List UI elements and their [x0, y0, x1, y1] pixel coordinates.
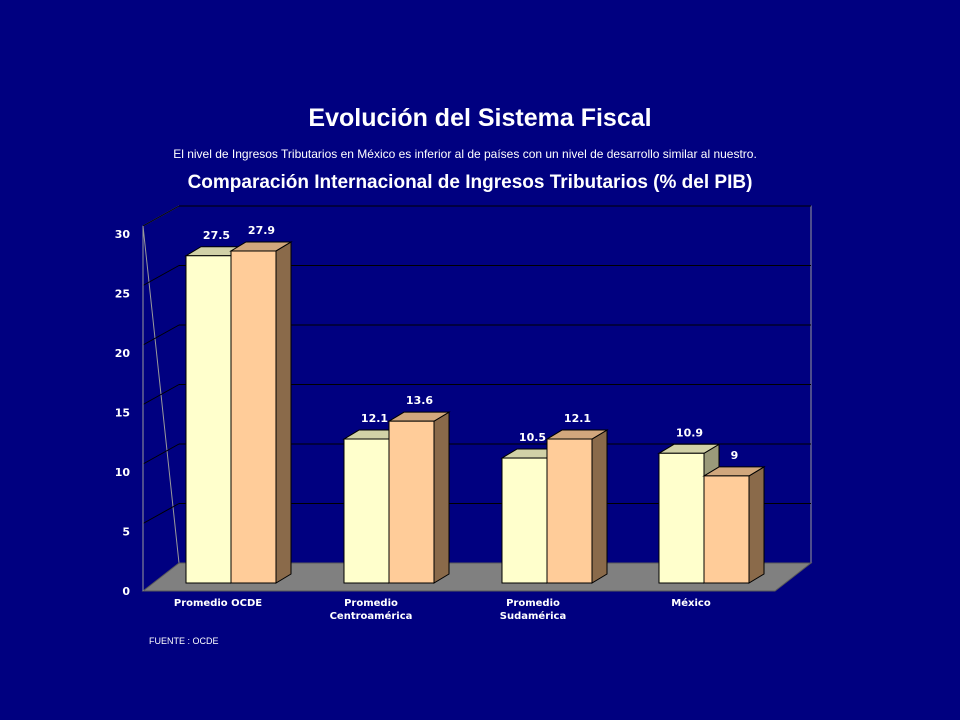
y-tick-label: 25 [115, 288, 130, 301]
x-category-label: Centroamérica [330, 610, 413, 622]
bar-side [433, 411, 450, 584]
gridline-depth [142, 205, 180, 227]
gridline-depth [142, 384, 180, 405]
page-subtitle: El nivel de Ingresos Tributarios en Méxi… [173, 147, 757, 161]
y-tick-label: 5 [122, 526, 130, 539]
bar-front [501, 457, 548, 584]
source-note: FUENTE : OCDE [149, 636, 219, 646]
bar-front [658, 452, 705, 584]
x-category-label: México [671, 597, 711, 609]
bar-front [546, 438, 593, 584]
y-tick-label: 15 [115, 407, 130, 420]
bar-side [275, 241, 292, 584]
data-label: 13.6 [406, 394, 433, 407]
data-label: 10.5 [519, 431, 546, 444]
bar-side [591, 429, 608, 584]
y-tick-label: 10 [115, 466, 131, 479]
data-label: 12.1 [361, 412, 388, 425]
bar-front [703, 475, 750, 584]
data-label: 12.1 [564, 412, 591, 425]
x-category-label: Promedio OCDE [174, 598, 262, 609]
y-tick-label: 30 [115, 228, 131, 241]
x-category-label: Promedio [506, 598, 560, 609]
y-tick-label: 0 [122, 585, 130, 598]
gridline-depth [142, 265, 180, 286]
chart-floor [141, 562, 813, 592]
data-label: 27.5 [203, 229, 230, 242]
gridline-depth [142, 443, 180, 465]
gridline-depth [142, 324, 180, 346]
bar-front [185, 255, 232, 584]
bar-s2-c2 [387, 411, 451, 584]
bar-s2-c1 [229, 241, 293, 584]
page-title: Evolución del Sistema Fiscal [308, 104, 652, 132]
bar-s2-c4 [702, 466, 766, 584]
data-label: 10.9 [676, 426, 703, 439]
bar-s2-c3 [545, 429, 609, 584]
chart-title: Comparación Internacional de Ingresos Tr… [187, 172, 753, 193]
x-category-label: Promedio [344, 598, 398, 609]
y-tick-label: 20 [115, 347, 131, 360]
data-label: 27.9 [248, 224, 275, 237]
bar-front [343, 438, 390, 584]
bar-front [230, 250, 277, 584]
data-label: 9 [731, 449, 739, 462]
gridline-depth [142, 503, 180, 524]
x-category-label: Sudamérica [500, 610, 566, 622]
bar-front [388, 420, 435, 584]
bar-side [748, 466, 765, 584]
